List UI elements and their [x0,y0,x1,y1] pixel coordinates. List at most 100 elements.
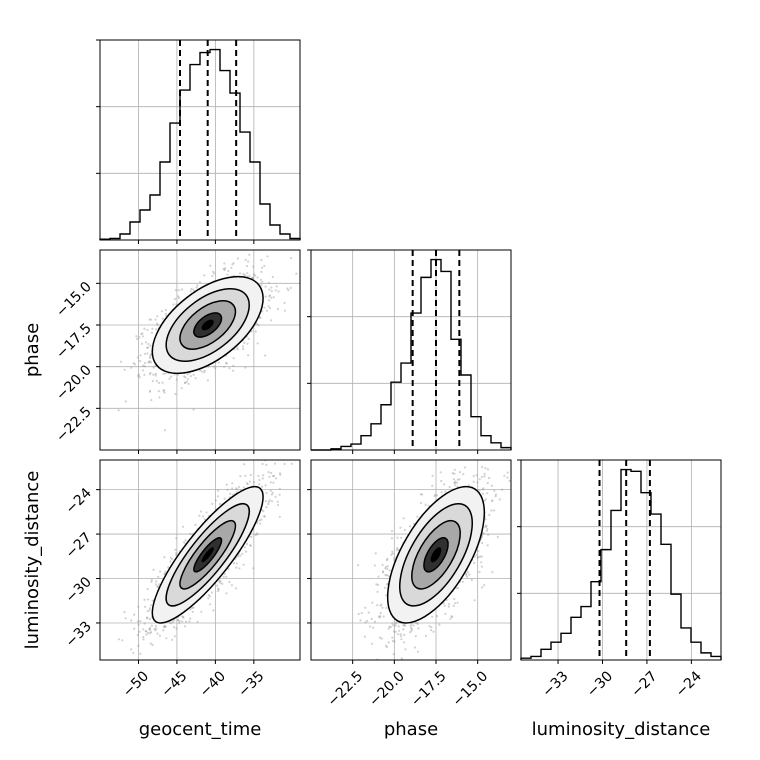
sample-point [245,264,249,268]
sample-point [216,495,220,498]
sample-point [480,561,483,564]
sample-point [476,556,479,559]
sample-point [373,564,376,567]
sample-point [243,546,246,549]
sample-point [189,617,192,620]
sample-point [177,295,180,298]
sample-point [164,308,168,312]
sample-point [440,479,443,483]
sample-point [232,262,235,265]
sample-point [259,522,262,525]
sample-point [148,609,151,612]
scatter-geocent_time-luminosity_distance-frame [99,459,301,661]
sample-point [158,381,161,384]
sample-point [259,278,263,281]
sample-point [143,365,146,368]
sample-point [146,328,149,331]
sample-point [287,289,290,292]
sample-point [454,484,457,487]
sample-point [397,548,400,551]
sample-point [494,495,497,498]
sample-point [432,630,435,633]
sample-point [400,638,403,641]
sample-point [223,268,226,272]
sample-point [247,354,250,357]
sample-point [264,354,267,357]
sample-point [141,342,144,345]
sample-point [135,335,138,338]
sample-point [263,515,266,518]
sample-point [182,615,185,619]
histogram-phase [307,249,512,451]
geocent_time-x-tick-label: −45 [158,668,190,700]
sample-point [163,389,166,392]
sample-point [221,582,224,585]
sample-point [178,621,181,625]
sample-point [155,627,158,630]
sample-point [478,478,481,481]
sample-point [148,618,151,621]
sample-point [140,332,143,336]
sample-point [506,476,509,479]
phase-y-tick-label: −20.0 [53,362,95,404]
sample-point [274,477,278,480]
sample-point [216,584,219,587]
sample-point [430,629,433,632]
sample-point [251,276,254,279]
sample-point [268,288,271,291]
sample-point [225,575,228,578]
sample-point [265,309,268,312]
sample-point [295,272,298,275]
sample-point [465,573,468,577]
sample-point [262,510,265,513]
sample-point [467,452,469,454]
sample-point [394,630,397,633]
sample-point [151,327,154,330]
sample-point [252,265,255,268]
sample-point [456,601,459,604]
sample-point [480,536,484,539]
sample-point [270,296,273,299]
sample-point [163,556,166,559]
sample-point [265,463,268,466]
sample-point [181,620,184,623]
sample-point [185,380,188,383]
sample-point [156,585,159,588]
sample-point [404,648,407,651]
sample-point [133,363,136,366]
sample-point [258,519,262,522]
sample-point [200,610,203,613]
sample-point [274,462,277,465]
sample-point [414,646,417,649]
sample-point [457,587,460,590]
sample-point [217,588,220,592]
sample-point [225,362,228,365]
sample-point [149,604,153,607]
sample-point [157,390,160,393]
sample-point [194,377,197,380]
sample-point [255,322,259,325]
sample-point [397,633,400,636]
sample-point [483,453,485,455]
sample-point [138,630,141,633]
sample-point [137,373,141,376]
sample-point [189,608,192,611]
sample-point [270,286,273,289]
sample-point [265,506,268,509]
sample-point [216,590,219,593]
sample-point [431,615,434,618]
sample-point [175,537,178,540]
sample-point [203,518,206,521]
sample-point [149,642,152,645]
sample-point [154,629,157,632]
sample-point [142,636,145,639]
sample-point [212,270,215,273]
sample-point [254,330,257,333]
sample-point [198,514,201,517]
sample-point [152,373,155,376]
sample-point [154,583,158,586]
sample-point [484,525,487,528]
sample-point [214,499,217,502]
sample-point [427,504,430,507]
sample-point [435,614,439,618]
